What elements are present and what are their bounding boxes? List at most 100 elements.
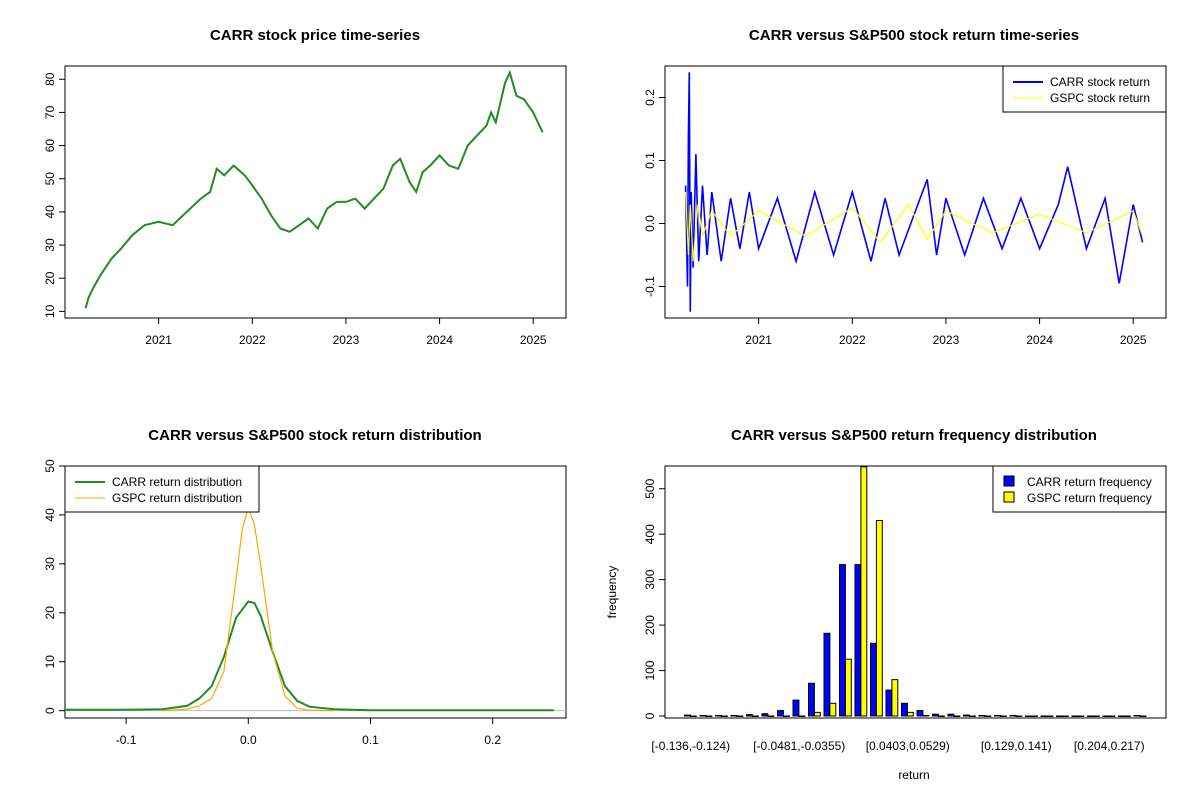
bar-gspc-3 [736,715,744,717]
price-y-tick-label-3: 40 [43,205,57,219]
bar-gspc-16 [937,715,945,717]
legend-frequency: CARR return frequency GSPC return freque… [992,465,1167,513]
bar-carr-25 [1071,715,1079,717]
panel-return-timeseries: CARR versus S&P500 stock return time-ser… [643,27,1167,347]
y-axis-label-frequency: frequency [605,566,619,619]
bar-carr-16 [932,713,939,717]
plot-frame-returns [664,65,1167,319]
bar-gspc-4 [751,715,759,717]
bar-carr-13 [885,689,893,717]
bar-carr-15 [916,710,924,717]
frequency-x-tick-label-2: [0.0403,0.0529) [866,739,950,753]
series-line-gspc-return [685,191,1144,262]
bar-gspc-22 [1030,715,1038,717]
bar-gspc-29 [1139,715,1147,717]
bar-gspc-19 [984,715,992,717]
distribution-x-tick-label-0: -0.1 [116,733,137,747]
distribution-x-tick-label-1: 0.0 [240,733,257,747]
bar-carr-0 [684,714,691,717]
distribution-y-tick-label-3: 30 [43,557,57,571]
bar-carr-4 [746,714,753,717]
series-line-carr-return [684,72,1144,312]
bar-carr-9 [823,632,831,717]
plot-frame-frequency [664,465,1167,719]
bar-carr-14 [901,702,908,717]
returns-x-tick-label-1: 2022 [839,333,866,347]
legend-swatch-gspc-frequency [1003,491,1015,503]
chart-title-returns: CARR versus S&P500 stock return time-ser… [749,27,1079,44]
bar-carr-2 [715,715,722,717]
returns-x-tick-label-0: 2021 [745,333,772,347]
bar-carr-1 [699,715,707,717]
frequency-y-tick-label-4: 400 [643,524,657,544]
price-y-tick-label-0: 10 [43,304,57,318]
returns-x-tick-label-3: 2024 [1026,333,1053,347]
price-y-tick-label-1: 20 [43,271,57,285]
price-y-tick-label-6: 70 [43,105,57,119]
bar-gspc-21 [1015,715,1023,717]
price-x-tick-label-3: 2024 [426,333,453,347]
price-y-tick-label-4: 50 [43,172,57,186]
bar-gspc-5 [767,715,775,717]
chart-title-distribution: CARR versus S&P500 stock return distribu… [148,427,481,444]
bar-gspc-1 [705,715,713,717]
frequency-x-tick-label-1: [-0.0481,-0.0355) [753,739,845,753]
distribution-y-tick-label-0: 0 [43,707,57,714]
bar-carr-23 [1040,715,1048,717]
bar-gspc-9 [829,702,837,717]
bar-carr-10 [839,564,846,717]
bar-gspc-26 [1092,715,1100,717]
returns-y-tick-label-3: 0.2 [643,89,657,106]
bar-carr-18 [963,714,970,717]
bar-carr-7 [792,699,800,717]
price-y-tick-label-7: 80 [43,72,57,86]
bar-carr-19 [978,715,986,717]
distribution-y-tick-label-5: 50 [43,459,57,473]
returns-x-tick-label-4: 2025 [1120,333,1147,347]
returns-y-tick-label-2: 0.1 [643,152,657,169]
frequency-y-tick-label-1: 100 [643,660,657,680]
bar-carr-28 [1118,715,1125,717]
returns-y-tick-label-1: 0.0 [643,215,657,232]
plot-layer-frequency: 0 100 200 300 400 500 [-0.136,-0.124) [-0.0481,… [643,466,1147,753]
distribution-x-tick-label-3: 0.2 [484,733,501,747]
bar-gspc-13 [891,679,899,717]
legend-box-frequency [992,465,1167,513]
bar-gspc-23 [1046,715,1054,717]
x-axis-label-frequency: return [898,768,929,782]
distribution-y-tick-label-1: 10 [43,655,57,669]
legend-label-carr-distribution: CARR return distribution [112,475,242,489]
bar-carr-3 [730,715,738,717]
bar-gspc-6 [782,715,790,717]
legend-label-gspc-return: GSPC stock return [1050,91,1150,105]
bar-gspc-25 [1077,715,1085,717]
panel-frequency-distribution: CARR versus S&P500 return frequency dist… [605,427,1167,782]
bar-carr-20 [994,715,1001,717]
plot-layer-returns: -0.1 0.0 0.1 0.2 2021 2022 2023 2024 2025 [643,72,1147,347]
legend-swatch-carr-frequency [1003,475,1015,487]
legend-box-distribution [64,465,260,513]
bar-gspc-10 [844,658,852,717]
bar-gspc-17 [953,715,961,717]
price-x-tick-label-0: 2021 [145,333,172,347]
bar-carr-12 [870,642,877,717]
chart-title-price: CARR stock price time-series [210,27,420,44]
legend-label-gspc-frequency: GSPC return frequency [1027,491,1152,505]
bar-gspc-20 [999,715,1007,717]
bar-gspc-11 [860,466,868,717]
bar-carr-5 [761,713,769,717]
bar-gspc-14 [906,711,914,717]
frequency-y-tick-label-3: 300 [643,569,657,589]
bar-carr-8 [808,682,815,717]
returns-x-tick-label-2: 2023 [933,333,960,347]
bar-gspc-8 [813,711,821,717]
price-x-tick-label-4: 2025 [520,333,547,347]
series-line-carr-price [84,69,544,309]
frequency-x-tick-label-4: [0.204,0.217) [1074,739,1145,753]
frequency-x-tick-label-3: [0.129,0.141) [981,739,1052,753]
price-y-tick-label-5: 60 [43,139,57,153]
panel-return-distribution: CARR versus S&P500 stock return distribu… [43,427,567,747]
bar-carr-22 [1025,715,1032,717]
distribution-y-tick-label-2: 20 [43,606,57,620]
